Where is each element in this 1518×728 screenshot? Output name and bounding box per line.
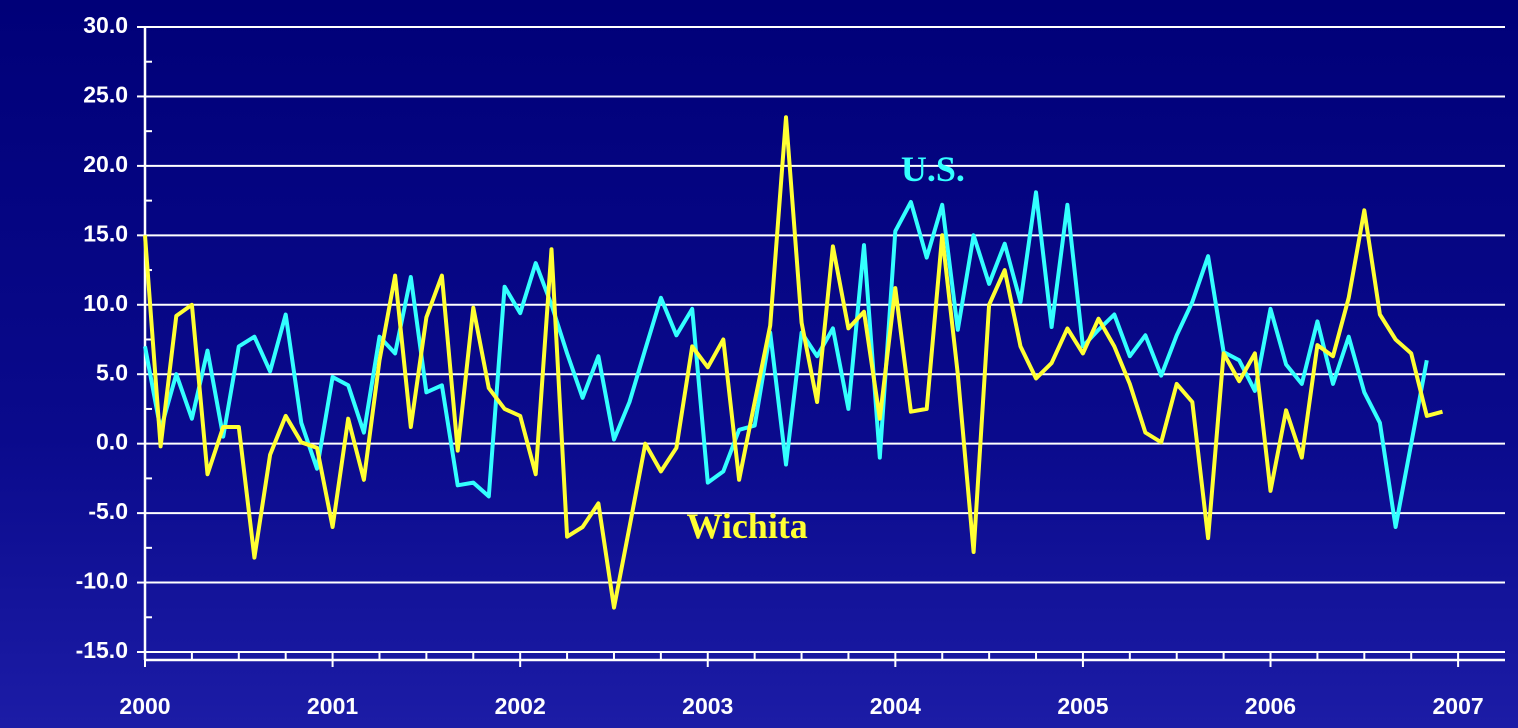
y-tick-label: 15.0 (83, 220, 128, 246)
x-tick-label: 2003 (682, 693, 733, 719)
y-tick-label: 30.0 (83, 12, 128, 38)
x-tick-label: 2002 (495, 693, 546, 719)
series-label: U.S. (901, 149, 965, 189)
x-tick-label: 2000 (119, 693, 170, 719)
x-tick-label: 2004 (870, 693, 921, 719)
y-tick-label: 5.0 (96, 359, 128, 385)
series-line (143, 115, 1444, 610)
y-tick-label: -15.0 (76, 637, 128, 663)
x-tick-label: 2007 (1433, 693, 1484, 719)
series-line (143, 190, 1429, 529)
x-tick-label: 2006 (1245, 693, 1296, 719)
y-tick-label: -5.0 (88, 498, 128, 524)
y-tick-label: 25.0 (83, 82, 128, 108)
series-label: Wichita (686, 506, 807, 546)
y-tick-label: 20.0 (83, 151, 128, 177)
x-tick-label: 2005 (1057, 693, 1108, 719)
y-tick-label: 10.0 (83, 290, 128, 316)
y-tick-label: 0.0 (96, 429, 128, 455)
y-tick-label: -10.0 (76, 568, 128, 594)
x-tick-label: 2001 (307, 693, 358, 719)
